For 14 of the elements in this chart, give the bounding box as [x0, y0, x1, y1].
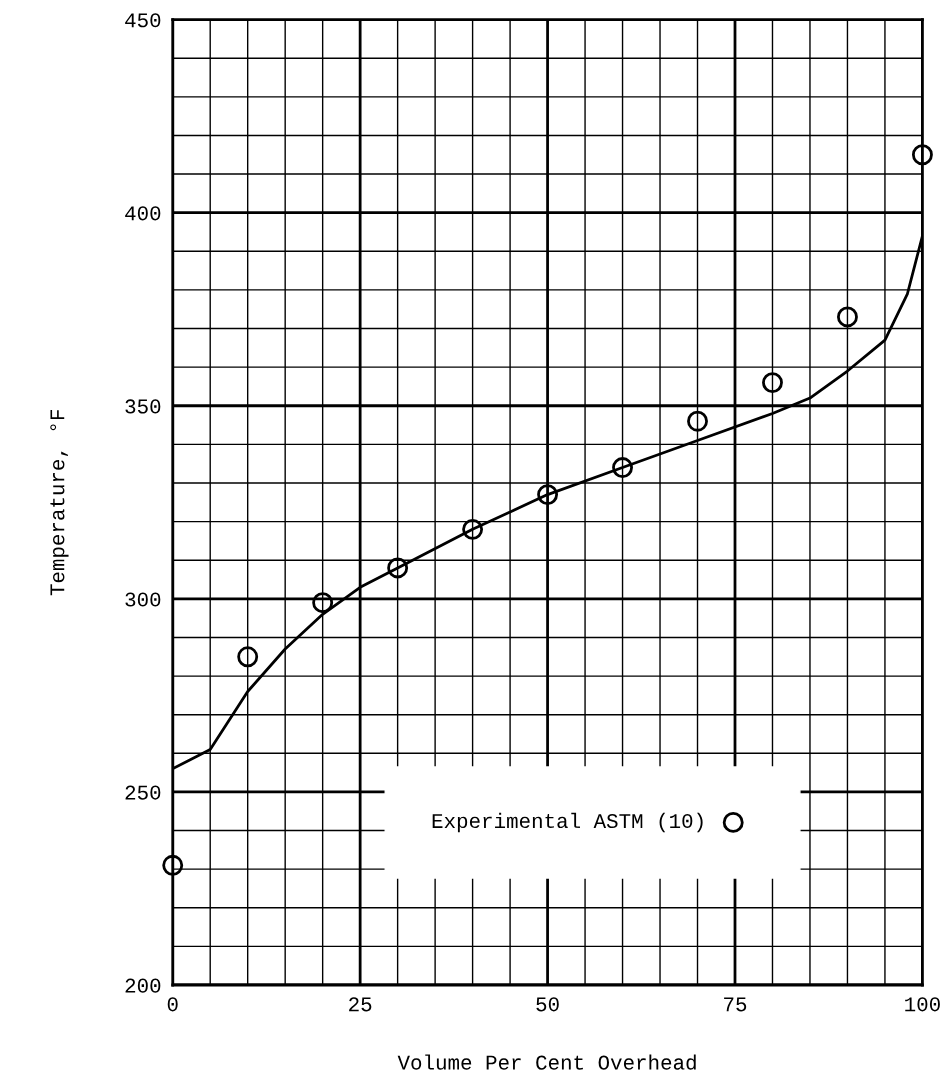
x-tick-label: 75 [724, 997, 747, 1012]
x-tick-label: 0 [167, 997, 178, 1012]
y-tick-label: 200 [125, 978, 161, 993]
x-tick-label: 25 [349, 997, 372, 1012]
y-axis-title: Temperature, °F [50, 410, 69, 596]
y-tick-label: 350 [125, 399, 161, 414]
y-tick-label: 450 [125, 13, 161, 28]
x-axis-title: Volume Per Cent Overhead [397, 1054, 696, 1070]
x-tick-label: 100 [905, 997, 940, 1012]
y-tick-label: 250 [125, 785, 161, 800]
y-tick-label: 400 [125, 206, 161, 221]
legend-label: Experimental ASTM (10) [432, 812, 703, 833]
x-tick-label: 50 [536, 997, 559, 1012]
y-tick-label: 300 [125, 592, 161, 607]
